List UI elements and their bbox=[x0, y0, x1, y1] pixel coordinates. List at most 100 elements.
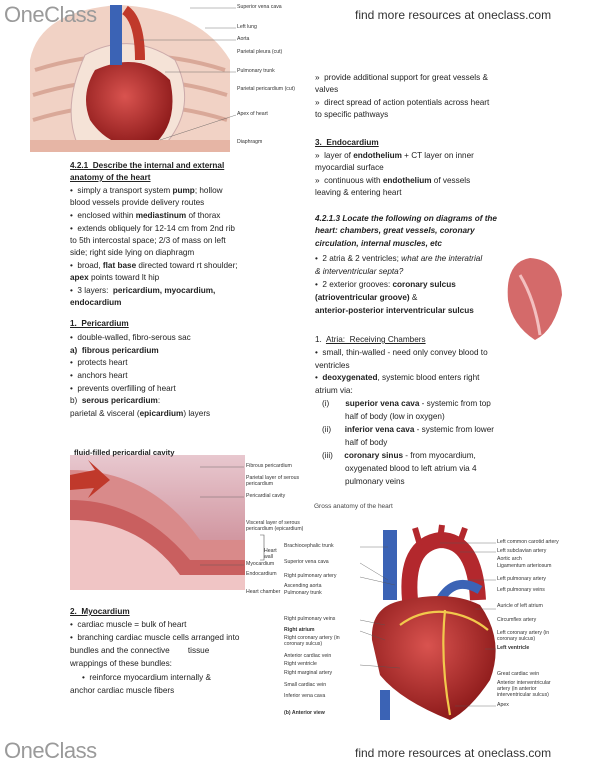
text-line: • branching cardiac muscle cells arrange… bbox=[70, 633, 239, 643]
figure-label: Ascending aorta bbox=[284, 583, 322, 589]
text-line: 3. Endocardium bbox=[315, 138, 379, 148]
text: blood vessels provide delivery routes bbox=[70, 198, 205, 207]
text: coronary sinus bbox=[344, 451, 403, 460]
figure-label: Inferior vena cava bbox=[284, 693, 326, 699]
text-line: pulmonary veins bbox=[345, 477, 405, 487]
figure-label: Ligamentum arteriosum bbox=[497, 563, 552, 569]
text-line: oxygenated blood to left atrium via 4 bbox=[345, 464, 477, 474]
text: myocardial surface bbox=[315, 163, 384, 172]
text-line: parietal & visceral (epicardium) layers bbox=[70, 409, 210, 419]
text: heart: chambers, great vessels, coronary bbox=[315, 226, 475, 235]
text-line: myocardial surface bbox=[315, 163, 384, 173]
text: (i) bbox=[322, 399, 346, 408]
text-line: half of body (low in oxygen) bbox=[345, 412, 445, 422]
figure-label: Small cardiac vein bbox=[284, 682, 327, 688]
text: » continuous with bbox=[315, 176, 383, 185]
text: anchor cardiac muscle fibers bbox=[70, 686, 175, 695]
text-line: • cardiac muscle = bulk of heart bbox=[70, 620, 186, 630]
figure-caption: Gross anatomy of the heart bbox=[314, 503, 393, 510]
figure-label: Fibrous pericardium bbox=[246, 463, 292, 469]
text-line: blood vessels provide delivery routes bbox=[70, 198, 204, 208]
text-line: side; right side lying on diaphragm bbox=[70, 248, 194, 258]
figure-label: Parietal layer of serous pericardium bbox=[246, 475, 300, 487]
text-line: & interventricular septa? bbox=[315, 267, 403, 277]
figure-label: Pericardial cavity bbox=[246, 493, 286, 499]
figure-label: Left lung bbox=[237, 24, 257, 30]
figure-label: Left subclavian artery bbox=[497, 548, 547, 554]
text: • bbox=[315, 373, 323, 382]
text-line: » layer of endothelium + CT layer on inn… bbox=[315, 151, 474, 161]
figure-label: Brachiocephalic trunk bbox=[284, 543, 334, 549]
text-line: • small, thin-walled - need only convey … bbox=[315, 348, 488, 358]
text: 1. Pericardium bbox=[70, 319, 129, 328]
figure-title: fluid-filled pericardial cavity bbox=[74, 448, 175, 457]
text: ventricles bbox=[315, 361, 350, 370]
text-line: wrappings of these bundles: bbox=[70, 659, 172, 669]
text-line: (iii) coronary sinus - from myocardium, bbox=[322, 451, 476, 461]
text-line: a) fibrous pericardium bbox=[70, 346, 159, 356]
figure-label: Parietal pleura (cut) bbox=[237, 49, 283, 55]
text: superior vena cava bbox=[345, 399, 420, 408]
text: endocardium bbox=[70, 298, 122, 307]
text-line: • 3 layers: pericardium, myocardium, bbox=[70, 286, 215, 296]
resource-link: find more resources at oneclass.com bbox=[355, 746, 552, 760]
text-line: • anchors heart bbox=[70, 371, 127, 381]
text-line: (ii) inferior vena cava - systemic from … bbox=[322, 425, 494, 435]
figure-label: Right ventricle bbox=[284, 661, 317, 667]
text-line: • simply a transport system pump; hollow bbox=[70, 186, 223, 196]
text: pericardium, myocardium, bbox=[112, 286, 216, 295]
text: • reinforce myocardium internally & bbox=[82, 673, 211, 682]
text: • anchors heart bbox=[70, 371, 128, 380]
text-line: • enclosed within mediastinum of thorax bbox=[70, 211, 220, 221]
text: mediastinum bbox=[135, 211, 187, 220]
figure-label: Superior vena cava bbox=[284, 559, 329, 565]
figure-label: Right marginal artery bbox=[284, 670, 333, 676]
text-line: anatomy of the heart bbox=[70, 173, 151, 183]
text-line: • reinforce myocardium internally & bbox=[82, 673, 211, 683]
text: what are the interatrial bbox=[401, 254, 483, 263]
figure-label: Aortic arch bbox=[497, 556, 522, 562]
text: pulmonary veins bbox=[345, 477, 405, 486]
text: • branching cardiac muscle cells arrange… bbox=[70, 633, 240, 642]
text: pump bbox=[172, 186, 195, 195]
text: valves bbox=[315, 85, 339, 94]
text: • 3 layers: bbox=[70, 286, 113, 295]
text-line: to specific pathways bbox=[315, 110, 388, 120]
text: wrappings of these bundles: bbox=[70, 659, 172, 668]
text: » layer of bbox=[315, 151, 354, 160]
text-line: apex points toward lt hip bbox=[70, 273, 159, 283]
text: » provide additional support for great v… bbox=[315, 73, 488, 82]
figure-label: Superior vena cava bbox=[237, 4, 282, 10]
text: half of body bbox=[345, 438, 388, 447]
pericardium-figure bbox=[70, 455, 265, 590]
text-line: • protects heart bbox=[70, 358, 127, 368]
text: inferior vena cava bbox=[344, 425, 415, 434]
text: • 2 exterior grooves: bbox=[315, 280, 393, 289]
text-line: • extends obliquely for 12-14 cm from 2n… bbox=[70, 224, 235, 234]
figure-label: Visceral layer of serous pericardium (ep… bbox=[246, 520, 304, 532]
small-heart-figure bbox=[507, 258, 562, 340]
text: , systemic blood enters right bbox=[377, 373, 480, 382]
figure-label: Myocardium bbox=[246, 561, 275, 567]
text: points toward lt hip bbox=[88, 273, 160, 282]
figure-label: Pulmonary trunk bbox=[237, 68, 275, 74]
text: endothelium bbox=[382, 176, 432, 185]
text: » direct spread of action potentials acr… bbox=[315, 98, 490, 107]
text: circulation, internal muscles, etc bbox=[315, 239, 442, 248]
text-line: » continuous with endothelium of vessels bbox=[315, 176, 470, 186]
text-line: • double-walled, fibro-serous sac bbox=[70, 333, 191, 343]
logo: OneClass bbox=[4, 738, 97, 763]
text: & interventricular septa? bbox=[315, 267, 404, 276]
text-line: bundles and the connective tissue bbox=[70, 646, 209, 656]
text-line: endocardium bbox=[70, 298, 121, 308]
text: • broad, bbox=[70, 261, 103, 270]
text: leaving & entering heart bbox=[315, 188, 402, 197]
figure-label: Left pulmonary artery bbox=[497, 576, 547, 582]
figure-label: Parietal pericardium (cut) bbox=[237, 86, 295, 92]
text-line: valves bbox=[315, 85, 338, 95]
text: & bbox=[409, 293, 418, 302]
text: Atria: Receiving Chambers bbox=[325, 335, 426, 344]
text: epicardium bbox=[139, 409, 184, 418]
resource-link: find more resources at oneclass.com bbox=[355, 8, 552, 22]
text: • extends obliquely for 12-14 cm from 2n… bbox=[70, 224, 235, 233]
